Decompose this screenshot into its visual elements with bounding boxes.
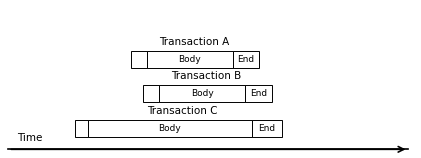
Bar (143, 85, 159, 102)
Text: Transaction C: Transaction C (147, 106, 218, 116)
Bar (147, 51, 233, 68)
Text: Body: Body (191, 89, 214, 98)
Text: Transaction A: Transaction A (159, 37, 229, 47)
Text: End: End (237, 55, 254, 64)
Bar (233, 51, 259, 68)
Bar (131, 51, 147, 68)
Text: End: End (258, 124, 275, 133)
Bar (159, 85, 245, 102)
Bar (245, 85, 272, 102)
Text: Body: Body (178, 55, 201, 64)
Bar (252, 120, 282, 137)
Text: Transaction B: Transaction B (171, 71, 242, 81)
Bar (88, 120, 252, 137)
Bar (75, 120, 88, 137)
Text: Body: Body (158, 124, 181, 133)
Text: Time: Time (17, 133, 42, 143)
Text: End: End (250, 89, 267, 98)
